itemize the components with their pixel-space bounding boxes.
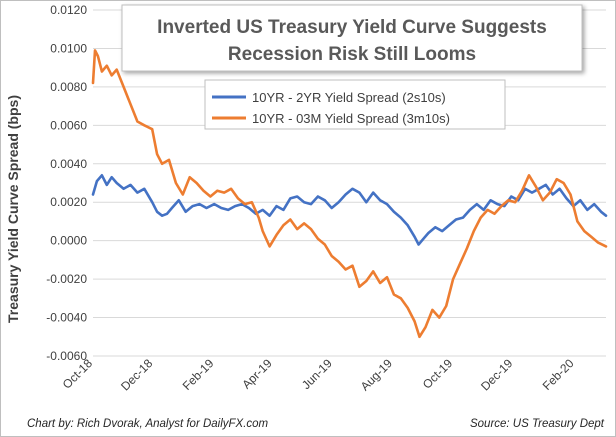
x-tick-label: Feb-19 xyxy=(180,356,217,393)
series-lines xyxy=(91,49,608,339)
series-line-1 xyxy=(91,49,608,339)
y-tick-label: 0.0080 xyxy=(50,80,87,94)
x-tick-label: Jun-19 xyxy=(299,356,335,392)
y-tick-label: 0.0100 xyxy=(50,41,87,55)
chart-credit: Chart by: Rich Dvorak, Analyst for Daily… xyxy=(27,418,269,430)
x-tick-label: Oct-19 xyxy=(420,356,456,392)
y-tick-label: 0.0120 xyxy=(50,3,87,17)
x-tick-label: Aug-19 xyxy=(358,356,395,393)
x-tick-label: Feb-20 xyxy=(540,356,577,393)
chart-title-line-2: Recession Risk Still Looms xyxy=(228,44,476,65)
x-axis-ticks: Oct-18 Dec-18 Feb-19 Apr-19 Jun-19 Aug-19 Oct-… xyxy=(60,356,577,393)
chart-source: Source: US Treasury Dept xyxy=(470,418,605,430)
y-tick-label: 0.0000 xyxy=(50,234,87,248)
y-tick-label: 0.0060 xyxy=(50,118,87,132)
y-tick-label: -0.0040 xyxy=(46,311,87,325)
x-tick-label: Apr-19 xyxy=(239,356,275,392)
y-tick-label: 0.0040 xyxy=(50,157,87,171)
legend-label-2s10s: 10YR - 2YR Yield Spread (2s10s) xyxy=(252,90,446,105)
y-tick-label: -0.0020 xyxy=(46,272,87,286)
chart-title-line-1: Inverted US Treasury Yield Curve Suggest… xyxy=(157,17,547,38)
title-box: Inverted US Treasury Yield Curve Suggest… xyxy=(121,4,583,72)
legend: 10YR - 2YR Yield Spread (2s10s) 10YR - 0… xyxy=(204,79,506,130)
y-tick-label: -0.0060 xyxy=(46,349,87,363)
series-line-0 xyxy=(91,174,608,246)
y-axis-label: Treasury Yield Curve Spread (bps) xyxy=(5,95,21,323)
x-tick-label: Dec-19 xyxy=(478,356,515,393)
legend-label-3m10s: 10YR - 03M Yield Spread (3m10s) xyxy=(252,111,450,126)
x-tick-label: Dec-18 xyxy=(118,356,155,393)
y-tick-label: 0.0020 xyxy=(50,195,87,209)
y-axis-ticks: -0.0060 -0.0040 -0.0020 0.0000 0.0020 0.0040 0… xyxy=(46,3,87,363)
